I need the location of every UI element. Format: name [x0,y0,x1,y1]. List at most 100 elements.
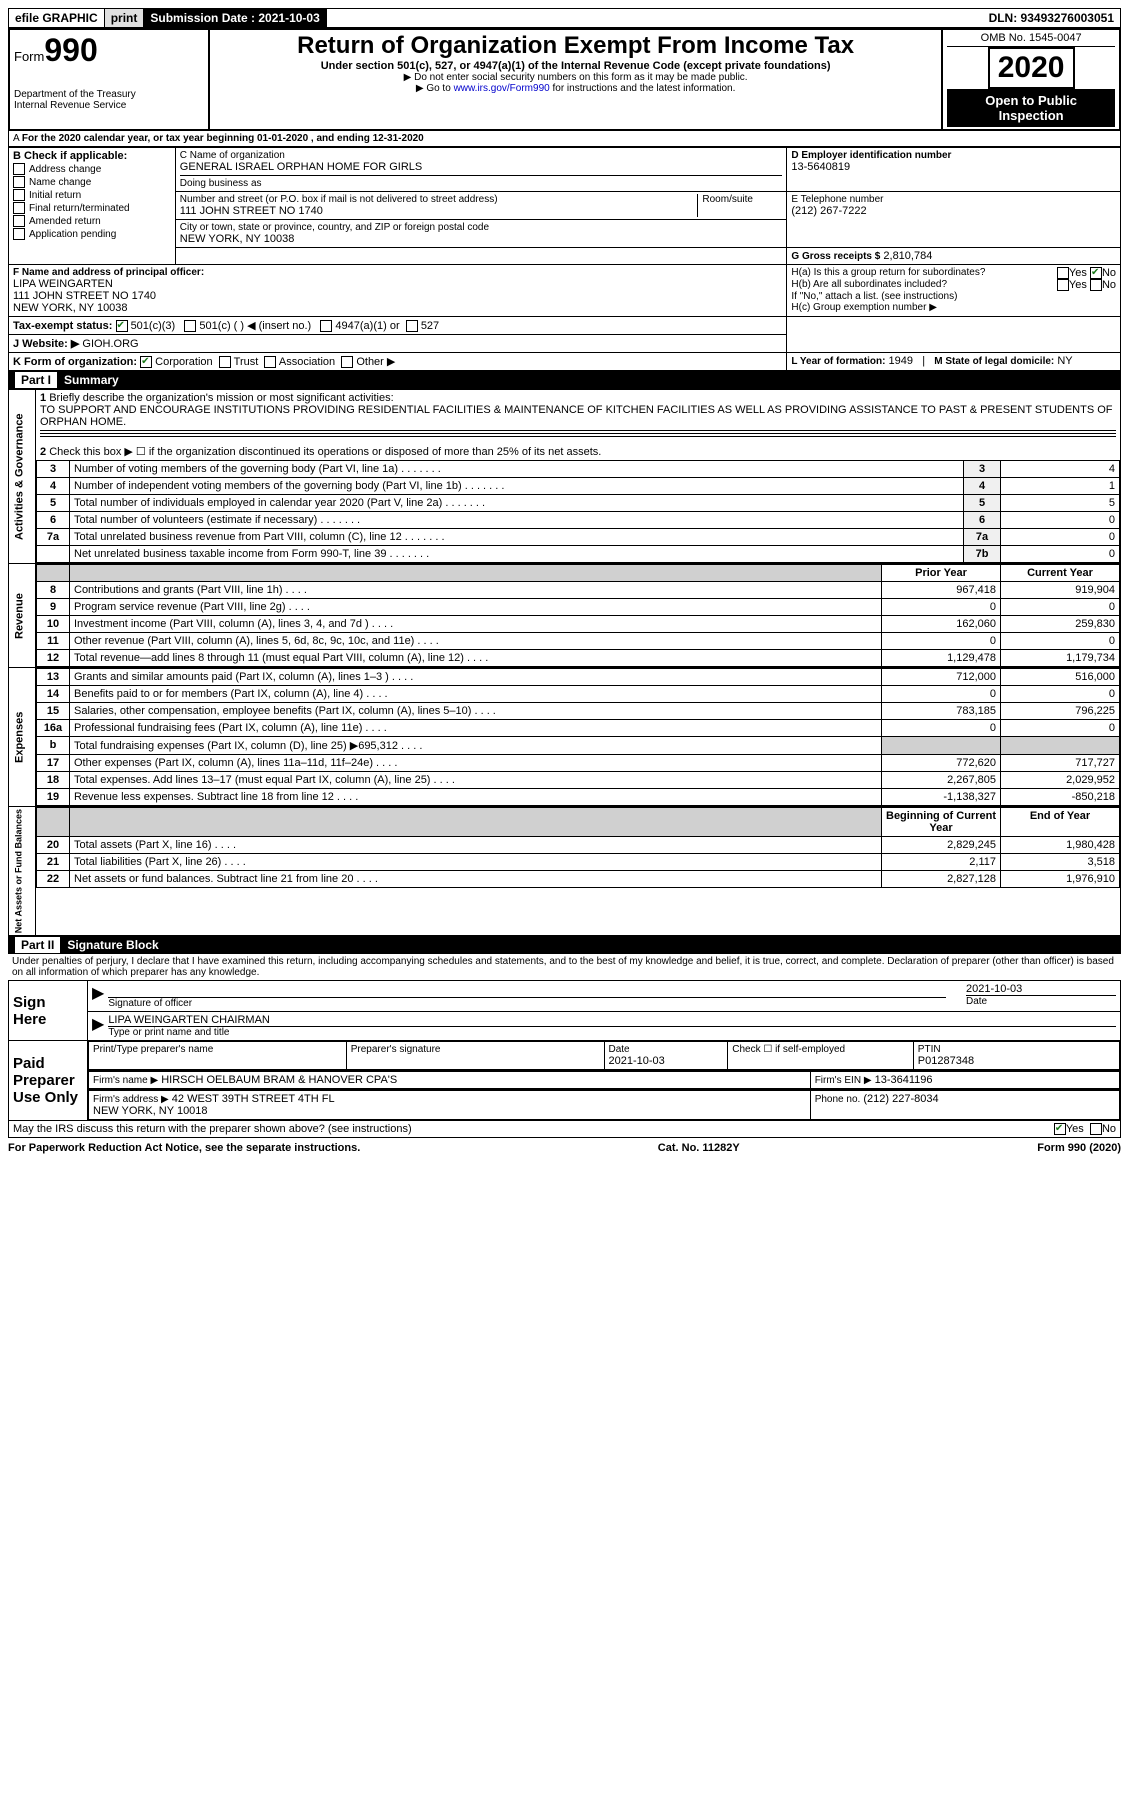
top-bar: efile GRAPHIC print Submission Date : 20… [8,8,1121,28]
table-row: 18Total expenses. Add lines 13–17 (must … [37,772,1120,789]
print-button[interactable]: print [105,9,145,27]
hb-note: If "No," attach a list. (see instruction… [791,291,1116,302]
chk-corp[interactable] [140,356,152,368]
arrow-icon: ▶ [92,1014,104,1038]
arrow-icon: ▶ [92,983,104,1009]
table-row: 15Salaries, other compensation, employee… [37,703,1120,720]
tax-status-label: Tax-exempt status: [13,320,112,332]
ha-yes[interactable] [1057,267,1069,279]
sig-officer-label: Signature of officer [108,998,946,1009]
sig-date-label: Date [966,996,1116,1007]
chk-final-return[interactable]: Final return/terminated [13,202,171,214]
dln-label: DLN: 93493276003051 [983,9,1120,27]
table-row: 11Other revenue (Part VIII, column (A), … [37,633,1120,650]
chk-assoc[interactable] [264,356,276,368]
signature-section: Sign Here ▶ Signature of officer 2021-10… [8,980,1121,1121]
table-row: 5Total number of individuals employed in… [37,495,1120,512]
irs-link[interactable]: www.irs.gov/Form990 [454,83,550,94]
officer-label: F Name and address of principal officer: [13,267,782,278]
chk-name-change[interactable]: Name change [13,176,171,188]
label-netassets: Net Assets or Fund Balances [9,807,36,936]
phone-value: (212) 267-7222 [791,205,1116,217]
firm-addr1: 42 WEST 39TH STREET 4TH FL [172,1093,335,1105]
chk-address-change[interactable]: Address change [13,163,171,175]
pt-date-label: Date [609,1044,724,1055]
chk-trust[interactable] [219,356,231,368]
firm-addr-label: Firm's address ▶ [93,1094,169,1105]
firm-addr2: NEW YORK, NY 10018 [93,1105,208,1117]
form-header: Form990 Department of the Treasury Inter… [8,28,1121,131]
netassets-table: Beginning of Current YearEnd of Year 20T… [36,807,1120,888]
paid-preparer-label: Paid Preparer Use Only [9,1041,88,1121]
website-label: J Website: ▶ [13,338,79,350]
hb-label: H(b) Are all subordinates included? [791,279,947,291]
chk-app-pending[interactable]: Application pending [13,228,171,240]
note-ssn: ▶ Do not enter social security numbers o… [214,72,937,83]
table-row: 8Contributions and grants (Part VIII, li… [37,582,1120,599]
street-label: Number and street (or P.O. box if mail i… [180,194,698,205]
pt-check-label: Check ☐ if self-employed [732,1044,909,1055]
year-formation-label: L Year of formation: [791,356,885,367]
domicile-label: M State of legal domicile: [934,356,1054,367]
chk-501c3[interactable] [116,320,128,332]
table-row: 21Total liabilities (Part X, line 26) . … [37,854,1120,871]
ptin-value: P01287348 [918,1055,1115,1067]
street-value: 111 JOHN STREET NO 1740 [180,205,698,217]
table-row: 14Benefits paid to or for members (Part … [37,686,1120,703]
table-row: 4Number of independent voting members of… [37,478,1120,495]
ein-value: 13-5640819 [791,161,1116,173]
chk-other[interactable] [341,356,353,368]
revenue-table: Prior YearCurrent Year 8Contributions an… [36,564,1120,667]
open-inspection: Open to Public Inspection [947,89,1115,127]
form-title: Return of Organization Exempt From Incom… [214,32,937,60]
domicile: NY [1057,355,1072,367]
chk-501c[interactable] [184,320,196,332]
ha-no[interactable] [1090,267,1102,279]
table-row: 10Investment income (Part VIII, column (… [37,616,1120,633]
year-formation: 1949 [889,355,913,367]
box-b-label: B Check if applicable: [13,150,171,162]
note-link: ▶ Go to www.irs.gov/Form990 for instruct… [214,83,937,94]
discuss-no[interactable] [1090,1123,1102,1135]
omb-label: OMB No. 1545-0047 [947,32,1115,47]
entity-info: B Check if applicable: Address change Na… [8,147,1121,371]
form-label: Form990 [14,32,204,69]
org-name-label: C Name of organization [180,150,783,161]
form-org-label: K Form of organization: [13,356,137,368]
firm-phone: (212) 227-8034 [863,1093,938,1105]
chk-amended[interactable]: Amended return [13,215,171,227]
table-row: 6Total number of volunteers (estimate if… [37,512,1120,529]
phone-label: E Telephone number [791,194,1116,205]
table-row: 9Program service revenue (Part VIII, lin… [37,599,1120,616]
officer-printed: LIPA WEINGARTEN CHAIRMAN [108,1014,1116,1027]
table-row: 19Revenue less expenses. Subtract line 1… [37,789,1120,806]
table-row: 22Net assets or fund balances. Subtract … [37,871,1120,888]
officer-name: LIPA WEINGARTEN [13,278,782,290]
officer-addr2: NEW YORK, NY 10038 [13,302,782,314]
chk-4947[interactable] [320,320,332,332]
ptin-label: PTIN [918,1044,1115,1055]
hb-yes[interactable] [1057,279,1069,291]
tax-year: 2020 [988,47,1075,89]
type-name-label: Type or print name and title [108,1027,1116,1038]
table-row: 17Other expenses (Part IX, column (A), l… [37,755,1120,772]
firm-name: HIRSCH OELBAUM BRAM & HANOVER CPA'S [161,1074,397,1086]
table-row: Net unrelated business taxable income fr… [37,546,1120,563]
firm-ein: 13-3641196 [875,1074,933,1086]
table-row: 7aTotal unrelated business revenue from … [37,529,1120,546]
table-row: 12Total revenue—add lines 8 through 11 (… [37,650,1120,667]
hb-no[interactable] [1090,279,1102,291]
page-footer: For Paperwork Reduction Act Notice, see … [8,1138,1121,1154]
dept-label: Department of the Treasury [14,89,204,100]
gross-receipts-label: G Gross receipts $ [791,251,880,262]
chk-527[interactable] [406,320,418,332]
hc-label: H(c) Group exemption number ▶ [791,302,1116,313]
part1-body: Activities & Governance 1 Briefly descri… [8,389,1121,936]
dba-label: Doing business as [180,178,783,189]
part2-header: Part IISignature Block [8,936,1121,954]
footer-left: For Paperwork Reduction Act Notice, see … [8,1142,360,1154]
org-name: GENERAL ISRAEL ORPHAN HOME FOR GIRLS [180,161,783,173]
officer-addr1: 111 JOHN STREET NO 1740 [13,290,782,302]
discuss-yes[interactable] [1054,1123,1066,1135]
chk-initial-return[interactable]: Initial return [13,189,171,201]
